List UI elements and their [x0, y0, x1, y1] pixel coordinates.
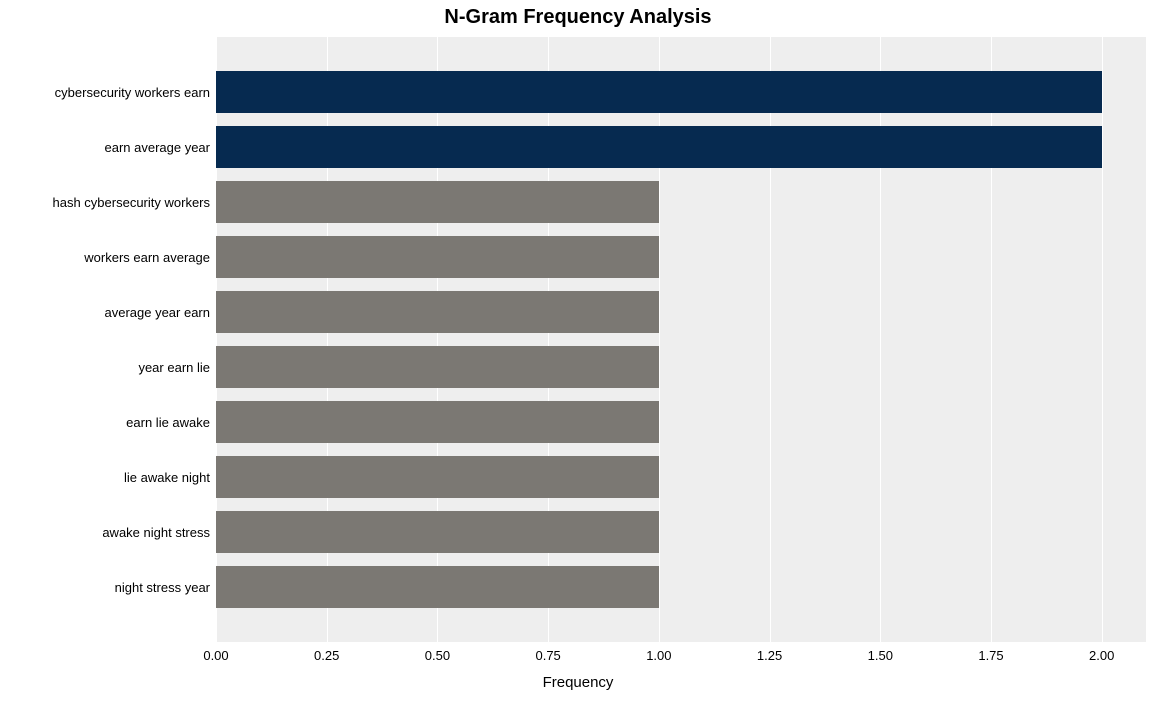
y-tick-label: workers earn average	[0, 230, 216, 285]
bar-row	[216, 560, 1146, 615]
y-tick-label: awake night stress	[0, 505, 216, 560]
x-tick-label: 0.75	[535, 648, 560, 663]
bar-row	[216, 65, 1146, 120]
y-tick-label: lie awake night	[0, 450, 216, 505]
y-tick-label: cybersecurity workers earn	[0, 65, 216, 120]
chart-container: N-Gram Frequency Analysis 0.000.250.500.…	[0, 0, 1156, 701]
bar	[216, 71, 1102, 113]
bar	[216, 401, 659, 443]
plot-area: 0.000.250.500.751.001.251.501.752.00	[216, 37, 1146, 642]
y-tick-label: hash cybersecurity workers	[0, 175, 216, 230]
x-tick-label: 1.25	[757, 648, 782, 663]
bar-row	[216, 120, 1146, 175]
x-tick-label: 0.00	[203, 648, 228, 663]
bar	[216, 126, 1102, 168]
x-tick-label: 1.75	[978, 648, 1003, 663]
bar	[216, 291, 659, 333]
x-tick-label: 1.50	[868, 648, 893, 663]
x-tick-label: 0.50	[425, 648, 450, 663]
y-tick-label: year earn lie	[0, 340, 216, 395]
y-tick-label: earn lie awake	[0, 395, 216, 450]
y-tick-label: earn average year	[0, 120, 216, 175]
bar	[216, 511, 659, 553]
bar	[216, 181, 659, 223]
x-tick-label: 0.25	[314, 648, 339, 663]
x-tick-label: 2.00	[1089, 648, 1114, 663]
bar-row	[216, 395, 1146, 450]
bar	[216, 456, 659, 498]
bar-row	[216, 505, 1146, 560]
y-tick-label: average year earn	[0, 285, 216, 340]
bar-row	[216, 285, 1146, 340]
bar	[216, 346, 659, 388]
x-tick-label: 1.00	[646, 648, 671, 663]
bar	[216, 566, 659, 608]
bar	[216, 236, 659, 278]
x-axis-label: Frequency	[0, 674, 1156, 691]
y-tick-label: night stress year	[0, 560, 216, 615]
chart-title: N-Gram Frequency Analysis	[0, 6, 1156, 29]
bar-row	[216, 175, 1146, 230]
bar-row	[216, 230, 1146, 285]
bar-row	[216, 450, 1146, 505]
bar-row	[216, 340, 1146, 395]
